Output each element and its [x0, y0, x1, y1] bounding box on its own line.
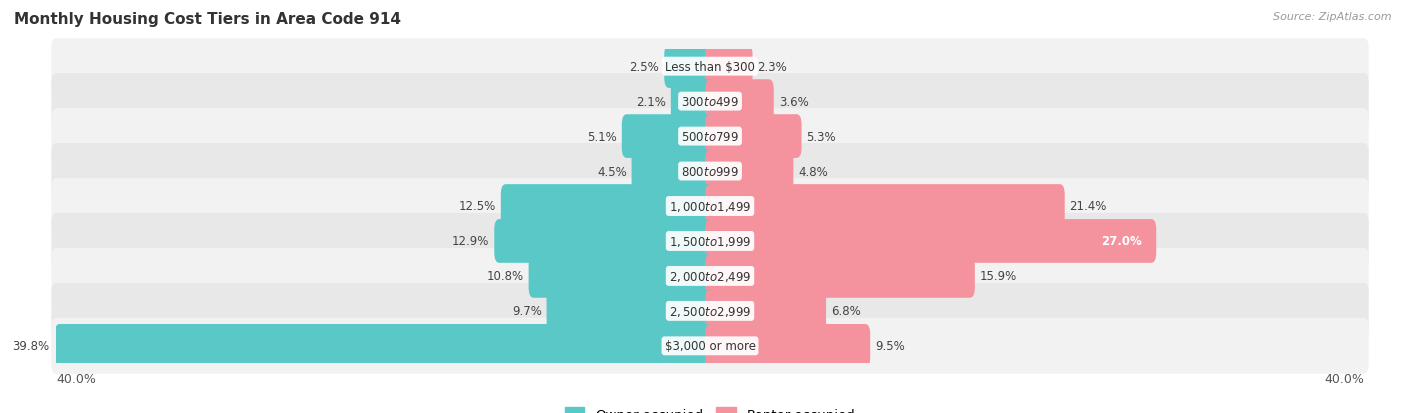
Text: 12.5%: 12.5%	[458, 200, 496, 213]
Text: 2.5%: 2.5%	[630, 61, 659, 74]
Text: 3.6%: 3.6%	[779, 95, 808, 108]
FancyBboxPatch shape	[52, 283, 1368, 339]
Text: $2,000 to $2,499: $2,000 to $2,499	[669, 269, 751, 283]
FancyBboxPatch shape	[671, 80, 714, 123]
Text: 9.5%: 9.5%	[875, 339, 905, 352]
FancyBboxPatch shape	[706, 80, 773, 123]
Text: 5.3%: 5.3%	[807, 130, 837, 143]
Text: Less than $300: Less than $300	[665, 61, 755, 74]
Text: 12.9%: 12.9%	[451, 235, 489, 248]
Text: $300 to $499: $300 to $499	[681, 95, 740, 108]
Text: $1,500 to $1,999: $1,500 to $1,999	[669, 235, 751, 248]
FancyBboxPatch shape	[706, 290, 827, 333]
FancyBboxPatch shape	[52, 248, 1368, 304]
Text: $2,500 to $2,999: $2,500 to $2,999	[669, 304, 751, 318]
FancyBboxPatch shape	[55, 324, 714, 368]
Text: 4.5%: 4.5%	[598, 165, 627, 178]
Text: $800 to $999: $800 to $999	[681, 165, 740, 178]
FancyBboxPatch shape	[52, 39, 1368, 95]
Text: Source: ZipAtlas.com: Source: ZipAtlas.com	[1274, 12, 1392, 22]
Text: 4.8%: 4.8%	[799, 165, 828, 178]
Text: 9.7%: 9.7%	[512, 305, 541, 318]
FancyBboxPatch shape	[495, 220, 714, 263]
Text: Monthly Housing Cost Tiers in Area Code 914: Monthly Housing Cost Tiers in Area Code …	[14, 12, 401, 27]
FancyBboxPatch shape	[52, 144, 1368, 199]
FancyBboxPatch shape	[631, 150, 714, 193]
Text: 10.8%: 10.8%	[486, 270, 523, 283]
FancyBboxPatch shape	[529, 254, 714, 298]
FancyBboxPatch shape	[706, 220, 1156, 263]
Text: 2.1%: 2.1%	[636, 95, 666, 108]
FancyBboxPatch shape	[52, 109, 1368, 165]
Text: 40.0%: 40.0%	[56, 372, 96, 385]
FancyBboxPatch shape	[52, 214, 1368, 269]
FancyBboxPatch shape	[52, 74, 1368, 130]
Text: 39.8%: 39.8%	[13, 339, 49, 352]
Text: 5.1%: 5.1%	[588, 130, 617, 143]
FancyBboxPatch shape	[706, 115, 801, 159]
Text: 15.9%: 15.9%	[980, 270, 1017, 283]
Text: $3,000 or more: $3,000 or more	[665, 339, 755, 352]
Text: 2.3%: 2.3%	[758, 61, 787, 74]
FancyBboxPatch shape	[706, 324, 870, 368]
FancyBboxPatch shape	[664, 45, 714, 89]
FancyBboxPatch shape	[706, 45, 752, 89]
Text: 27.0%: 27.0%	[1101, 235, 1142, 248]
Text: 21.4%: 21.4%	[1070, 200, 1107, 213]
FancyBboxPatch shape	[706, 185, 1064, 228]
Text: 6.8%: 6.8%	[831, 305, 860, 318]
Text: $1,000 to $1,499: $1,000 to $1,499	[669, 199, 751, 214]
FancyBboxPatch shape	[52, 178, 1368, 235]
FancyBboxPatch shape	[52, 318, 1368, 374]
Text: $500 to $799: $500 to $799	[681, 130, 740, 143]
Legend: Owner-occupied, Renter-occupied: Owner-occupied, Renter-occupied	[560, 402, 860, 413]
Text: 40.0%: 40.0%	[1324, 372, 1364, 385]
FancyBboxPatch shape	[621, 115, 714, 159]
FancyBboxPatch shape	[547, 290, 714, 333]
FancyBboxPatch shape	[501, 185, 714, 228]
FancyBboxPatch shape	[706, 150, 793, 193]
FancyBboxPatch shape	[706, 254, 974, 298]
